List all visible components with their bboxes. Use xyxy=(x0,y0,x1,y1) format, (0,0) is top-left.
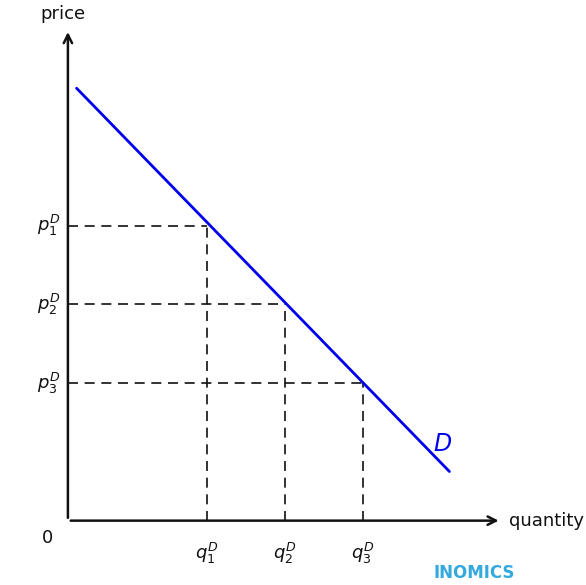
Text: $q_1^D$: $q_1^D$ xyxy=(195,541,219,566)
Text: INOMICS: INOMICS xyxy=(433,564,515,582)
Text: price: price xyxy=(40,5,85,23)
Text: quantity: quantity xyxy=(509,512,584,529)
Text: $p_3^D$: $p_3^D$ xyxy=(37,370,60,395)
Text: $p_1^D$: $p_1^D$ xyxy=(37,214,60,238)
Text: $p_2^D$: $p_2^D$ xyxy=(37,292,60,317)
Text: 0: 0 xyxy=(42,529,53,547)
Text: $q_2^D$: $q_2^D$ xyxy=(273,541,297,566)
Text: $q_3^D$: $q_3^D$ xyxy=(351,541,374,566)
Text: $D$: $D$ xyxy=(433,432,452,456)
